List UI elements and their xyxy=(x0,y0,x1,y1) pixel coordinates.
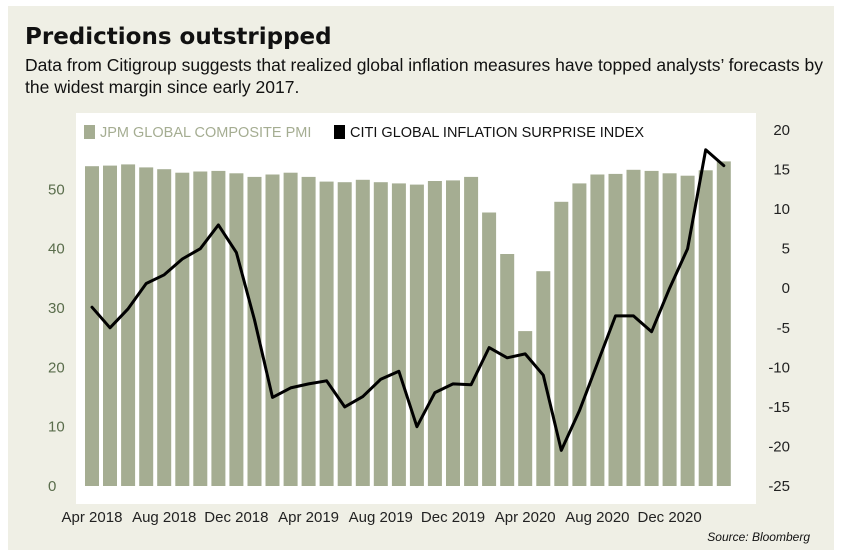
pmi-bar xyxy=(391,183,406,486)
pmi-bar xyxy=(608,173,623,486)
x-axis-tick-label: Apr 2018 xyxy=(62,509,123,526)
legend-label-pmi: JPM GLOBAL COMPOSITE PMI xyxy=(100,125,311,141)
pmi-bar xyxy=(590,174,605,486)
x-axis-tick-label: Aug 2019 xyxy=(349,509,413,526)
chart-subtitle: Data from Citigroup suggests that realiz… xyxy=(25,55,823,97)
pmi-bar xyxy=(301,176,316,486)
right-axis-tick-label: -10 xyxy=(768,359,790,376)
pmi-bar xyxy=(319,181,334,486)
x-axis-tick-label: Apr 2019 xyxy=(278,509,339,526)
right-axis-tick-label: -25 xyxy=(768,478,790,495)
pmi-bar xyxy=(157,169,172,486)
x-axis: Apr 2018 Aug 2018 Dec 2018 Apr 2019 Aug 2019… xyxy=(62,509,702,526)
inflation-surprise-line xyxy=(90,148,726,452)
pmi-bar xyxy=(283,172,298,486)
left-axis-tick-label: 20 xyxy=(48,359,65,376)
x-axis-tick-label: Dec 2020 xyxy=(637,509,701,526)
pmi-bar xyxy=(427,181,442,486)
pmi-bar xyxy=(518,331,533,486)
right-axis-tick-label: 20 xyxy=(773,122,790,139)
right-axis-tick-label: 5 xyxy=(782,241,790,258)
pmi-bar xyxy=(716,161,731,486)
left-axis-tick-label: 40 xyxy=(48,241,65,258)
right-axis-tick-label: -5 xyxy=(777,320,790,337)
pmi-bar xyxy=(446,180,460,486)
right-axis-tick-label: 15 xyxy=(773,162,790,179)
pmi-bar xyxy=(229,173,244,487)
pmi-bar xyxy=(409,184,424,486)
pmi-bar xyxy=(662,173,677,487)
legend-swatch-pmi xyxy=(84,125,95,139)
pmi-bar xyxy=(337,182,352,486)
pmi-bar xyxy=(464,176,479,486)
pmi-bar xyxy=(85,166,99,486)
left-axis-tick-label: 30 xyxy=(48,300,65,317)
pmi-bar xyxy=(373,182,388,486)
pmi-bar xyxy=(139,167,154,486)
right-axis-tick-label: 10 xyxy=(773,201,790,218)
pmi-bar xyxy=(193,171,208,486)
pmi-bar xyxy=(698,170,713,487)
pmi-bar xyxy=(211,170,226,486)
x-axis-tick-label: Aug 2020 xyxy=(565,509,629,526)
right-axis-tick-label: 0 xyxy=(782,280,790,297)
x-axis-tick-label: Apr 2020 xyxy=(495,509,556,526)
x-axis-tick-label: Dec 2018 xyxy=(204,509,268,526)
source-note: Source: Bloomberg xyxy=(707,530,810,544)
right-axis-tick-label: -15 xyxy=(768,399,790,416)
left-axis: 0 10 20 30 40 50 xyxy=(48,181,65,495)
pmi-bar xyxy=(175,172,190,486)
pmi-bar xyxy=(265,174,280,486)
left-axis-tick-label: 10 xyxy=(48,419,65,436)
legend: JPM GLOBAL COMPOSITE PMI CITI GLOBAL INF… xyxy=(84,125,644,141)
pmi-bar xyxy=(355,179,370,487)
legend-label-inflation: CITI GLOBAL INFLATION SURPRISE INDEX xyxy=(350,125,644,141)
chart-title: Predictions outstripped xyxy=(25,24,332,50)
pmi-bar xyxy=(554,201,569,487)
left-axis-tick-label: 50 xyxy=(48,181,65,198)
pmi-bar xyxy=(572,183,587,486)
right-axis-tick-label: -20 xyxy=(768,438,790,455)
x-axis-tick-label: Dec 2019 xyxy=(421,509,485,526)
x-axis-tick-label: Aug 2018 xyxy=(132,509,196,526)
right-axis: 20 15 10 5 0 -5 -10 -15 -20 -25 xyxy=(768,122,790,495)
pmi-bar xyxy=(121,164,136,486)
left-axis-tick-label: 0 xyxy=(48,478,56,495)
pmi-bar xyxy=(500,254,515,486)
pmi-bar xyxy=(626,169,641,487)
legend-swatch-inflation xyxy=(334,125,345,139)
pmi-bar xyxy=(247,176,262,486)
chart-card: Predictions outstripped Data from Citigr… xyxy=(8,6,834,550)
